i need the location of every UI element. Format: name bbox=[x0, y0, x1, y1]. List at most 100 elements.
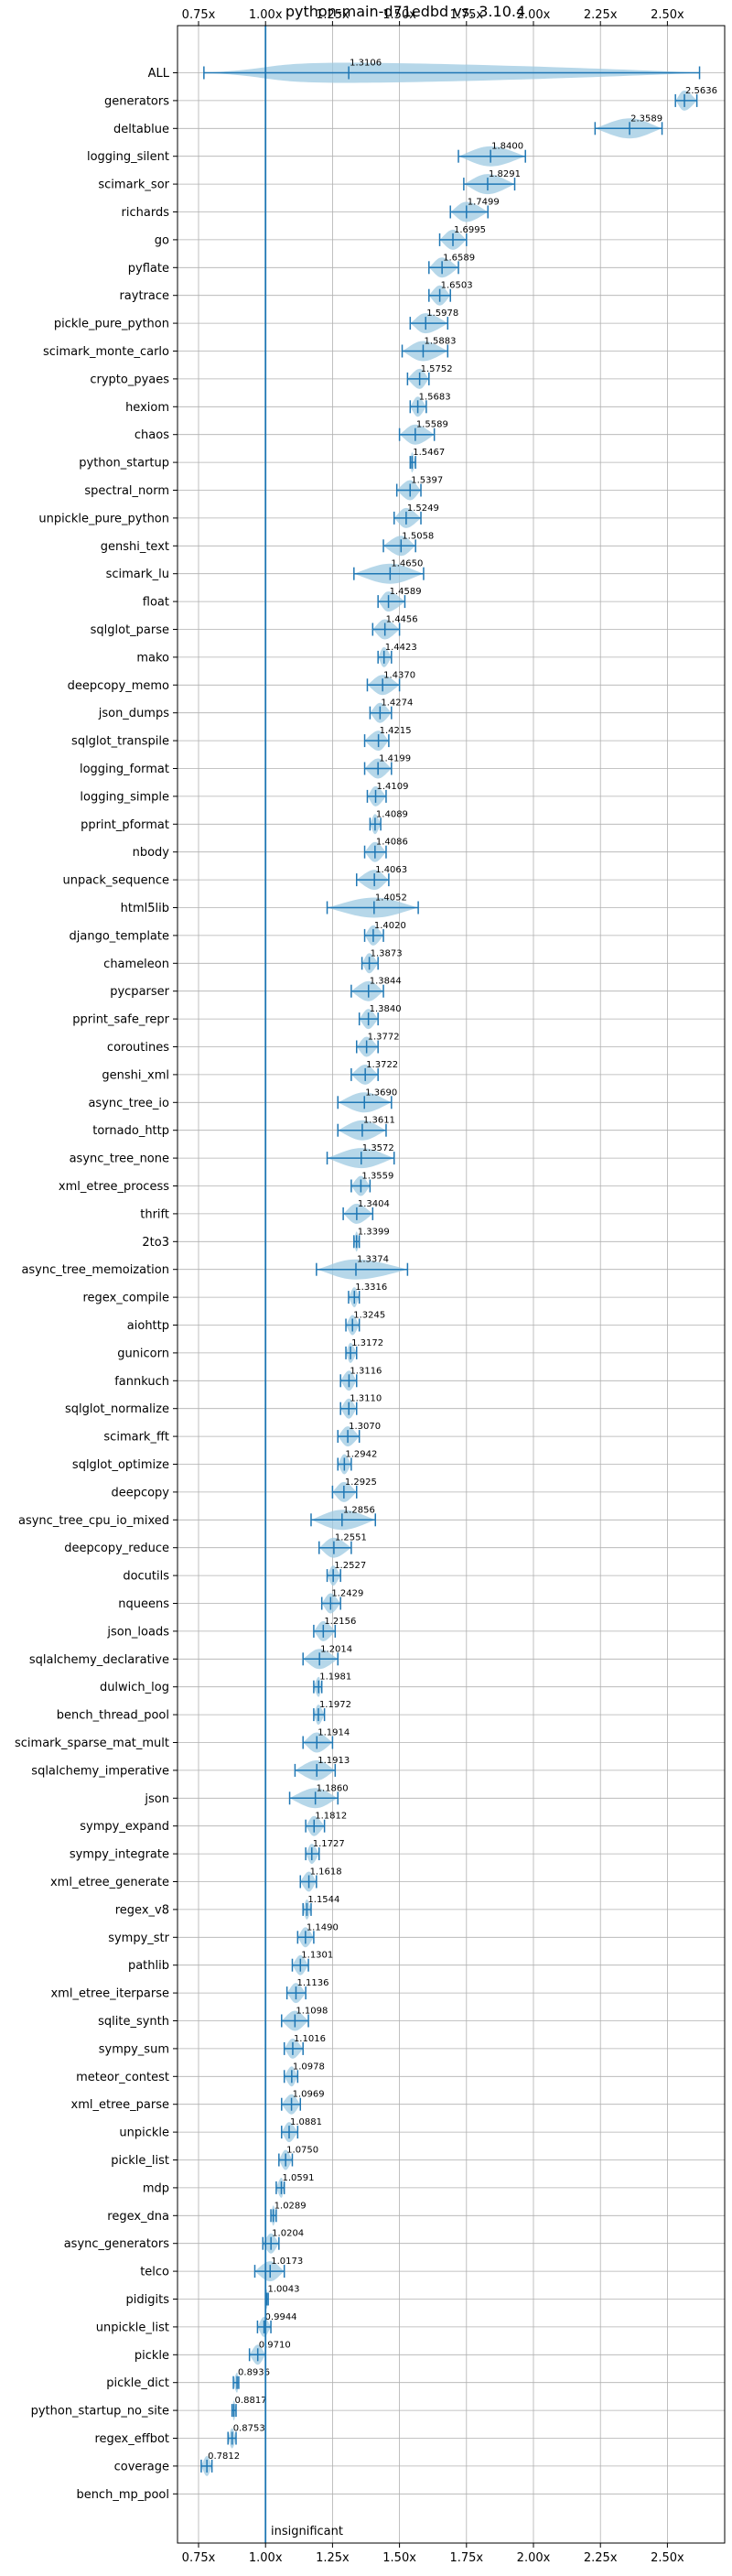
benchmark-label: async_tree_cpu_io_mixed bbox=[18, 1514, 169, 1528]
value-label: 1.3559 bbox=[361, 1172, 393, 1182]
value-label: 1.3690 bbox=[365, 1088, 397, 1098]
violin-group: 1.5589 bbox=[398, 420, 448, 445]
violin-group: 1.3106 bbox=[203, 59, 701, 83]
violin-group: 0.8817 bbox=[231, 2396, 267, 2421]
value-label: 1.3106 bbox=[350, 59, 382, 69]
benchmark-label: genshi_text bbox=[101, 540, 169, 554]
value-label: 1.4274 bbox=[381, 698, 413, 709]
violin-group: 1.1136 bbox=[285, 1978, 328, 2004]
value-label: 0.9710 bbox=[259, 2340, 291, 2350]
value-label: 1.0978 bbox=[293, 2062, 325, 2072]
violin-group: 1.4370 bbox=[366, 670, 415, 696]
value-label: 1.2942 bbox=[345, 1450, 377, 1460]
benchmark-label: pidigits bbox=[126, 2293, 170, 2307]
violin-group: 1.2942 bbox=[337, 1450, 377, 1475]
violin-group: 1.5683 bbox=[409, 392, 451, 417]
benchmark-label: pickle bbox=[135, 2349, 169, 2363]
benchmark-label: nbody bbox=[133, 846, 170, 860]
value-label: 1.2925 bbox=[345, 1477, 377, 1488]
violin-group: 1.6995 bbox=[438, 225, 486, 250]
violin-group: 1.3245 bbox=[345, 1311, 385, 1336]
value-label: 1.4650 bbox=[391, 559, 423, 569]
benchmark-label: unpickle_pure_python bbox=[38, 512, 169, 525]
benchmark-label: sympy_integrate bbox=[70, 1848, 169, 1862]
value-label: 1.2527 bbox=[334, 1561, 366, 1571]
violin-group: 1.3840 bbox=[358, 1004, 402, 1030]
benchmark-label: dulwich_log bbox=[100, 1681, 169, 1694]
violin-group: 1.3844 bbox=[350, 977, 402, 1001]
value-label: 1.3873 bbox=[371, 948, 403, 958]
value-label: 1.4089 bbox=[376, 809, 408, 819]
benchmark-label: python_startup bbox=[79, 457, 169, 471]
violin-group: 1.1981 bbox=[313, 1672, 351, 1697]
benchmark-label: nqueens bbox=[118, 1597, 169, 1611]
benchmark-label: async_tree_memoization bbox=[21, 1263, 169, 1277]
value-label: 1.2156 bbox=[324, 1617, 356, 1627]
benchmark-label: float bbox=[143, 596, 169, 610]
violin-group: 0.8936 bbox=[232, 2368, 270, 2393]
benchmark-label: coroutines bbox=[107, 1041, 169, 1055]
value-label: 1.5467 bbox=[413, 448, 445, 458]
benchmark-label: sqlalchemy_imperative bbox=[31, 1764, 169, 1778]
benchmark-label: sympy_str bbox=[108, 1932, 169, 1945]
violin-group: 1.4589 bbox=[377, 587, 422, 612]
benchmark-label: fannkuch bbox=[114, 1375, 169, 1389]
violin-group: 1.3611 bbox=[337, 1116, 395, 1141]
violin-group: 1.3070 bbox=[337, 1422, 381, 1447]
violin-group: 1.2856 bbox=[310, 1505, 376, 1531]
benchmark-label: scimark_fft bbox=[103, 1431, 169, 1445]
benchmark-label: logging_silent bbox=[87, 150, 169, 164]
violin-group: 0.9944 bbox=[256, 2312, 297, 2337]
value-label: 1.2551 bbox=[335, 1533, 367, 1543]
violin-group: 1.3572 bbox=[326, 1143, 395, 1169]
value-label: 1.8400 bbox=[491, 142, 523, 152]
value-label: 1.4109 bbox=[377, 782, 409, 792]
violin-group: 1.2429 bbox=[320, 1589, 363, 1614]
value-label: 0.8753 bbox=[233, 2424, 265, 2434]
benchmark-label: chameleon bbox=[103, 958, 169, 971]
value-label: 1.5978 bbox=[426, 308, 458, 319]
benchmark-label: xml_etree_parse bbox=[71, 2098, 169, 2112]
benchmark-label: mako bbox=[136, 651, 169, 665]
x-tick-label-top: 2.25x bbox=[584, 8, 618, 22]
value-label: 1.1812 bbox=[315, 1812, 347, 1822]
value-label: 1.0204 bbox=[272, 2229, 304, 2239]
value-label: 1.1972 bbox=[319, 1700, 351, 1710]
violin-group: 1.3316 bbox=[348, 1283, 387, 1308]
value-label: 1.7499 bbox=[468, 198, 500, 208]
benchmark-label: pathlib bbox=[128, 1959, 169, 1973]
x-tick-label-bottom: 1.25x bbox=[316, 2551, 350, 2565]
benchmark-label: hexiom bbox=[125, 401, 169, 415]
benchmark-label: html5lib bbox=[121, 902, 169, 915]
value-label: 1.3110 bbox=[350, 1394, 382, 1404]
violin-group: 0.9710 bbox=[248, 2340, 291, 2365]
value-label: 1.4370 bbox=[383, 670, 415, 680]
x-tick-label-top: 1.75x bbox=[449, 8, 483, 22]
violin-group: 1.3772 bbox=[356, 1033, 400, 1057]
value-label: 1.1136 bbox=[296, 1978, 328, 1988]
x-tick-label-top: 1.50x bbox=[382, 8, 416, 22]
violin-group: 1.1812 bbox=[305, 1812, 347, 1836]
violin-group: 1.3399 bbox=[353, 1227, 390, 1252]
benchmark-label: sympy_sum bbox=[99, 2042, 169, 2056]
value-label: 1.6995 bbox=[454, 225, 486, 235]
x-tick-label-top: 0.75x bbox=[182, 8, 216, 22]
value-label: 1.2014 bbox=[320, 1644, 352, 1654]
value-label: 1.3245 bbox=[353, 1311, 385, 1321]
benchmark-label: scimark_sparse_mat_mult bbox=[15, 1737, 169, 1750]
violin-group: 1.4650 bbox=[353, 559, 425, 584]
violin-group: 1.0289 bbox=[270, 2201, 307, 2226]
violin-group: 2.5636 bbox=[674, 86, 717, 111]
x-tick-label-bottom: 1.50x bbox=[382, 2551, 416, 2565]
x-tick-label-bottom: 2.50x bbox=[651, 2551, 684, 2565]
violin-group: 1.3116 bbox=[339, 1366, 382, 1391]
value-label: 1.6503 bbox=[441, 281, 473, 291]
violin-group: 0.7812 bbox=[200, 2452, 240, 2476]
value-label: 1.3070 bbox=[349, 1422, 381, 1432]
violin-group: 1.8400 bbox=[458, 142, 526, 167]
value-label: 1.0750 bbox=[286, 2146, 318, 2156]
violin-group: 1.5883 bbox=[401, 337, 456, 362]
value-label: 1.3722 bbox=[366, 1060, 398, 1070]
violin-group: 1.0750 bbox=[278, 2146, 318, 2170]
